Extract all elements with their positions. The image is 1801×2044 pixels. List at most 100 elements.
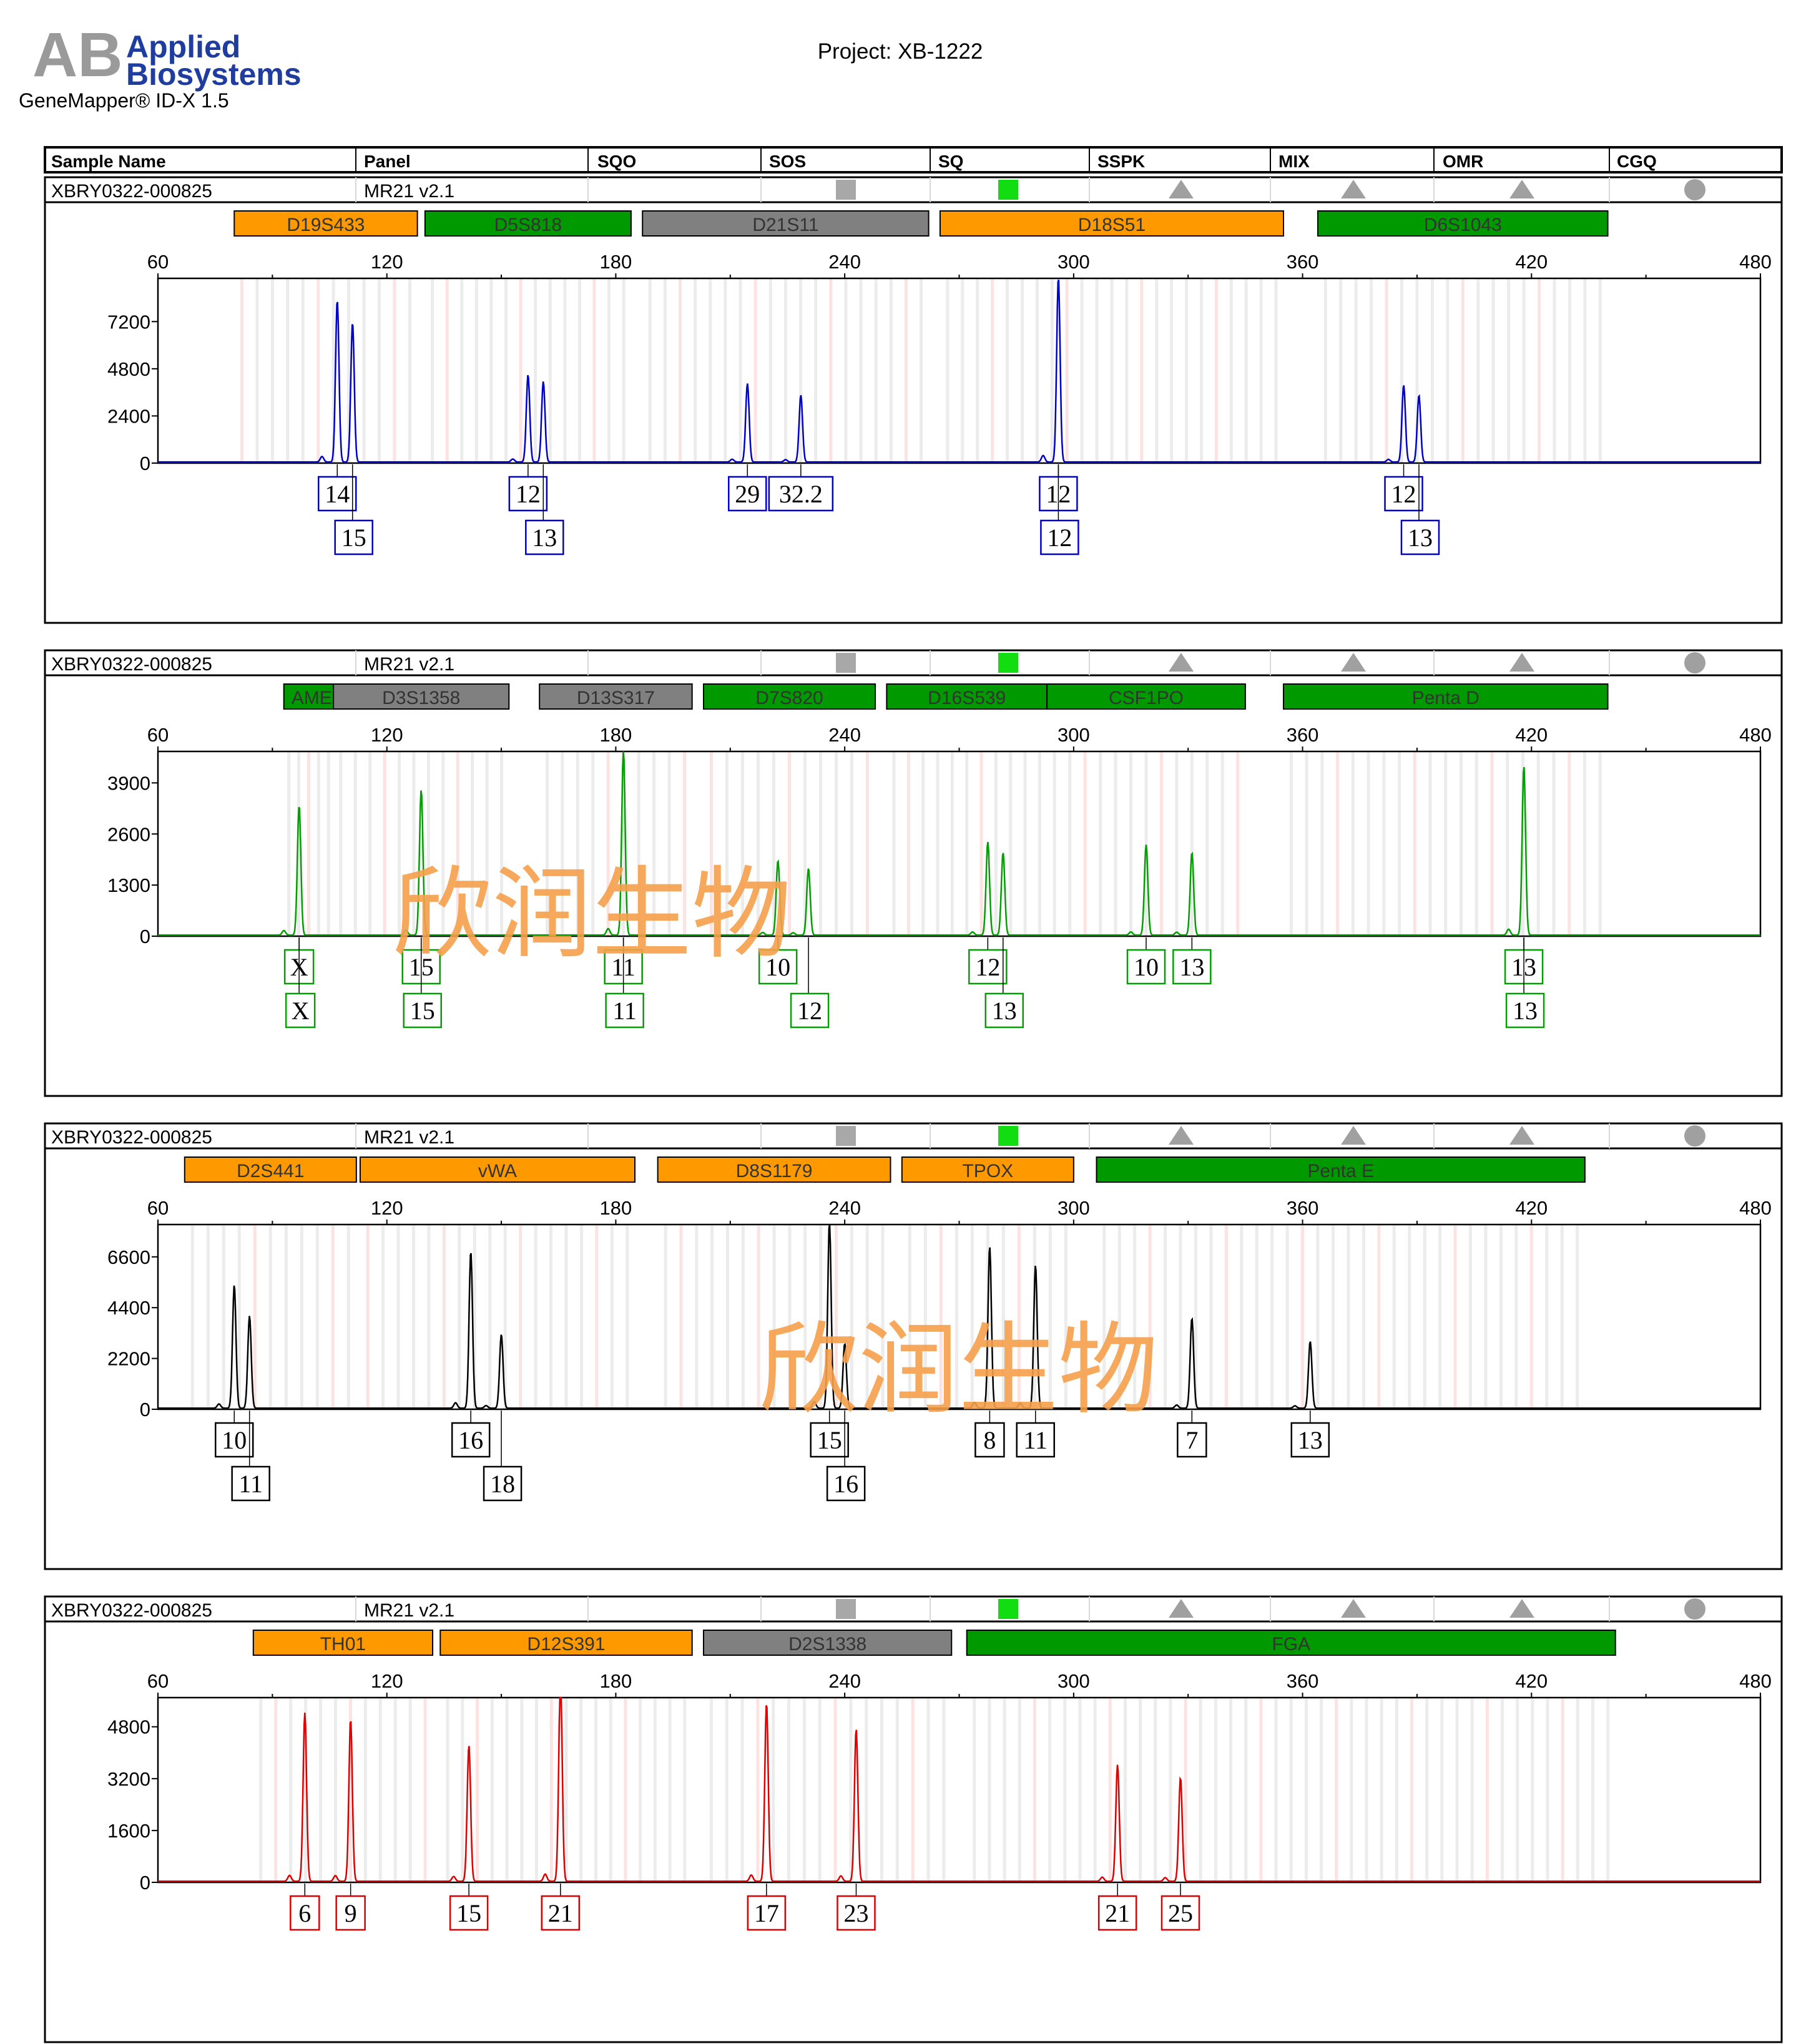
quality-flag-circle (1684, 1598, 1705, 1620)
allele-label: 13 (1172, 949, 1212, 985)
x-tick-label: 60 (147, 1197, 169, 1219)
marker-d2s1338: D2S1338 (703, 1630, 953, 1656)
x-tick-label: 180 (600, 251, 632, 273)
svg-text:7: 7 (1185, 1426, 1198, 1454)
allele-label: 12 (1040, 519, 1079, 555)
svg-text:CSF1PO: CSF1PO (1109, 688, 1184, 708)
x-tick-label: 180 (600, 724, 632, 746)
svg-text:D6S1043: D6S1043 (1424, 215, 1502, 235)
allele-label: 23 (837, 1895, 876, 1931)
software-version: GeneMapper® ID-X 1.5 (19, 89, 229, 112)
x-tick-label: 120 (371, 724, 403, 746)
x-tick-label: 180 (600, 1670, 632, 1692)
allele-label: 10 (758, 949, 798, 985)
x-tick-label: 60 (147, 1670, 169, 1692)
svg-text:TPOX: TPOX (962, 1161, 1013, 1181)
svg-text:13: 13 (992, 997, 1017, 1025)
allele-label: 12 (968, 949, 1008, 985)
x-tick-label: 120 (371, 1197, 403, 1219)
svg-text:X: X (292, 997, 310, 1025)
svg-text:vWA: vWA (478, 1161, 517, 1181)
logo-line2: Biosystems (126, 57, 302, 92)
quality-flag-circle (1684, 1125, 1705, 1147)
column-sample-name: Sample Name (51, 152, 166, 171)
x-tick-label: 360 (1287, 1197, 1319, 1219)
quality-flag-square (836, 180, 856, 200)
allele-label: 17 (747, 1895, 787, 1931)
column-panel: Panel (364, 152, 411, 171)
panel-frame (44, 176, 1783, 624)
svg-text:D3S1358: D3S1358 (382, 688, 460, 708)
svg-text:17: 17 (754, 1899, 779, 1927)
allele-label: 13 (1290, 1422, 1330, 1458)
svg-text:6: 6 (298, 1899, 311, 1927)
allele-label: 13 (984, 992, 1024, 1029)
x-tick-label: 60 (147, 251, 169, 273)
y-tick-label: 1300 (107, 874, 150, 896)
sample-name: XBRY0322-000825 (51, 1600, 212, 1621)
marker-th01: TH01 (252, 1630, 434, 1656)
marker-d7s820: D7S820 (703, 683, 876, 710)
bin-stripes (287, 751, 1602, 936)
panel-1: XBRY0322-000825 MR21 v2.1 D19S433 D5S818 D21… (44, 176, 1783, 624)
panel-name: MR21 v2.1 (364, 654, 454, 675)
x-tick-label: 420 (1515, 251, 1548, 273)
svg-text:11: 11 (238, 1470, 263, 1498)
svg-text:13: 13 (1298, 1426, 1323, 1454)
quality-flag-triangle (1169, 1599, 1194, 1618)
x-tick-label: 480 (1739, 251, 1772, 273)
allele-label: 25 (1161, 1895, 1200, 1931)
report-header: AB Applied Biosystems GeneMapper® ID-X 1… (19, 20, 983, 112)
allele-label: 10 (1126, 949, 1166, 985)
bin-stripes (259, 1698, 1610, 1882)
y-tick-label: 2200 (107, 1348, 150, 1370)
svg-text:21: 21 (548, 1899, 573, 1927)
y-tick-label: 4800 (107, 358, 150, 380)
x-tick-label: 240 (828, 251, 861, 273)
x-tick-label: 300 (1058, 1670, 1090, 1692)
allele-label: 11 (231, 1465, 270, 1502)
svg-text:12: 12 (1047, 524, 1072, 552)
project-title: Project: XB-1222 (818, 39, 983, 64)
svg-text:15: 15 (410, 997, 435, 1025)
marker-fga: FGA (966, 1630, 1616, 1656)
allele-label: 7 (1177, 1422, 1207, 1458)
allele-label: 16 (826, 1465, 866, 1502)
svg-text:9: 9 (345, 1899, 357, 1927)
svg-text:D12S391: D12S391 (527, 1634, 605, 1655)
quality-flag-triangle (1169, 180, 1194, 198)
x-tick-label: 360 (1287, 724, 1319, 746)
svg-text:D13S317: D13S317 (577, 688, 655, 708)
panel-4: XBRY0322-000825 MR21 v2.1 TH01 D12S391 D2S13… (44, 1595, 1783, 2043)
quality-flag-triangle (1509, 653, 1534, 672)
allele-label: 12 (790, 992, 830, 1029)
svg-text:23: 23 (843, 1899, 868, 1927)
svg-text:Penta E: Penta E (1307, 1161, 1374, 1181)
watermark-upper: 欣润生物 (392, 856, 792, 972)
x-tick-label: 180 (600, 1197, 632, 1219)
y-tick-label: 7200 (107, 311, 150, 333)
ab-logo-mark: AB (32, 20, 122, 90)
column-sos: SOS (769, 152, 806, 171)
allele-label: 13 (1400, 519, 1440, 555)
allele-label: 15 (334, 519, 373, 555)
y-tick-label: 6600 (107, 1246, 150, 1268)
allele-label: 13 (525, 519, 564, 555)
y-tick-label: 4400 (107, 1297, 150, 1319)
svg-text:D16S539: D16S539 (928, 688, 1006, 708)
panel-2: XBRY0322-000825 MR21 v2.1 AME D3S1358 D13S31… (44, 649, 1783, 1097)
quality-flag-triangle (1509, 180, 1534, 198)
quality-flag-square (998, 180, 1018, 200)
trace-black (158, 1224, 1760, 1409)
marker-d12s391: D12S391 (439, 1630, 693, 1656)
y-tick-label: 0 (140, 1872, 150, 1894)
quality-flag-square (998, 653, 1018, 673)
y-tick-label: 2600 (107, 823, 150, 845)
quality-flag-square (836, 1126, 856, 1146)
svg-text:FGA: FGA (1272, 1634, 1310, 1655)
x-tick-label: 240 (828, 1670, 861, 1692)
svg-text:10: 10 (1134, 953, 1159, 981)
svg-text:10: 10 (765, 953, 790, 981)
svg-text:12: 12 (797, 997, 822, 1025)
x-tick-label: 480 (1739, 724, 1772, 746)
